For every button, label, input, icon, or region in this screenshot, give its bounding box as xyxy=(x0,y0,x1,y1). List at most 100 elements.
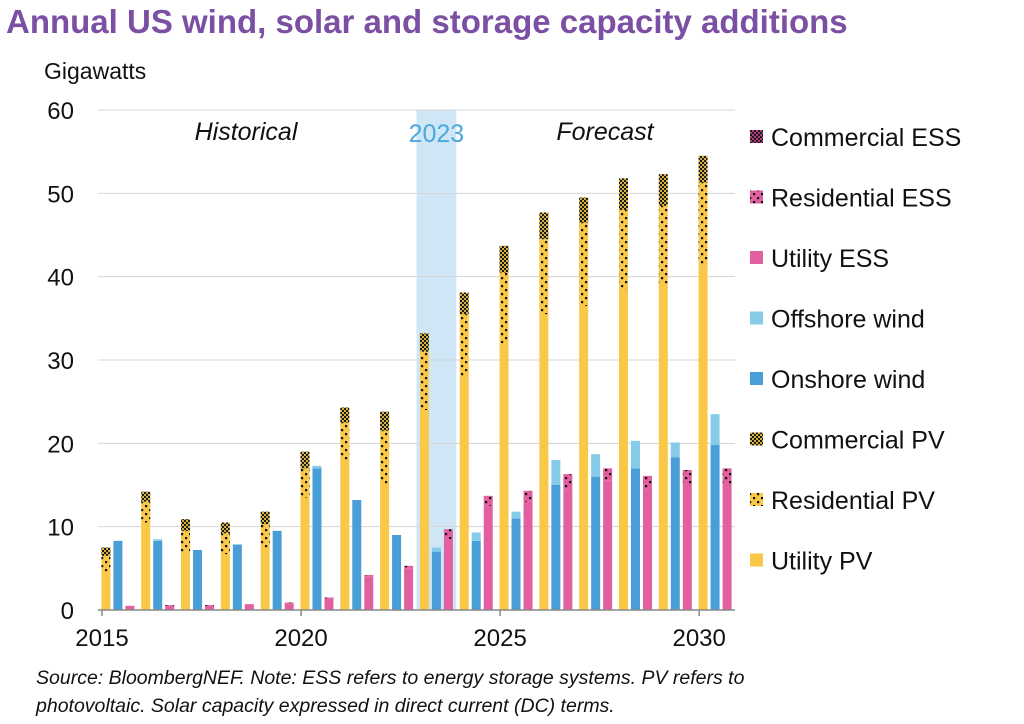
bar-utility-pv-2029 xyxy=(658,285,668,610)
legend-label-commercial-ess: Commercial ESS xyxy=(771,124,961,152)
bar-residential-pv-2017 xyxy=(181,530,191,552)
region-label-highlight: 2023 xyxy=(409,120,465,148)
legend-swatch-commercial-ess xyxy=(750,130,763,143)
bar-residential-pv-2027 xyxy=(579,222,589,306)
bar-residential-pv-2020 xyxy=(300,468,310,498)
bar-utility-ess-2021 xyxy=(364,576,374,610)
bar-onshore-wind-2019 xyxy=(272,530,282,610)
bar-utility-pv-2017 xyxy=(181,551,191,610)
bar-offshore-wind-2026 xyxy=(551,460,561,485)
bar-residential-ess-2021 xyxy=(364,575,374,577)
y-tick-label-40: 40 xyxy=(47,265,74,292)
legend-label-utility-ess: Utility ESS xyxy=(771,245,889,273)
legend-swatch-utility-pv xyxy=(750,553,763,567)
bar-onshore-wind-2029 xyxy=(670,457,680,610)
bar-commercial-pv-2024 xyxy=(459,292,469,315)
bar-onshore-wind-2015 xyxy=(113,540,123,610)
x-tick-label-2025: 2025 xyxy=(473,625,526,652)
legend-label-residential-ess: Residential ESS xyxy=(771,185,952,213)
bar-onshore-wind-2028 xyxy=(630,468,640,610)
bar-utility-ess-2015 xyxy=(125,605,135,610)
bar-utility-ess-2024 xyxy=(483,505,493,610)
bar-utility-pv-2025 xyxy=(499,343,509,610)
bar-utility-pv-2022 xyxy=(380,485,390,610)
bar-residential-pv-2016 xyxy=(141,501,151,523)
legend-swatch-commercial-pv xyxy=(750,432,763,446)
bar-offshore-wind-2023 xyxy=(431,547,441,552)
bar-utility-ess-2029 xyxy=(682,485,692,610)
bar-residential-ess-2022 xyxy=(404,565,414,569)
bar-offshore-wind-2024 xyxy=(471,532,481,541)
bar-residential-pv-2015 xyxy=(101,555,111,573)
bar-utility-ess-2026 xyxy=(563,489,573,610)
bar-onshore-wind-2027 xyxy=(591,476,601,610)
bar-utility-pv-2023 xyxy=(419,410,429,610)
bar-residential-ess-2027 xyxy=(603,468,613,481)
bar-utility-pv-2028 xyxy=(618,289,628,610)
legend-label-utility-pv: Utility PV xyxy=(771,548,873,576)
bar-commercial-pv-2015 xyxy=(101,547,111,556)
bar-utility-pv-2020 xyxy=(300,497,310,610)
bar-utility-ess-2025 xyxy=(523,501,533,610)
x-tick-label-2030: 2030 xyxy=(672,625,725,652)
source-note-line-2: photovoltaic. Solar capacity expressed i… xyxy=(35,695,615,717)
bar-residential-pv-2025 xyxy=(499,272,509,344)
bar-offshore-wind-2020 xyxy=(312,465,322,469)
region-label-historical: Historical xyxy=(195,118,299,146)
bar-utility-ess-2016 xyxy=(165,605,175,610)
y-tick-label-50: 50 xyxy=(47,181,74,208)
bar-onshore-wind-2023 xyxy=(431,551,441,610)
legend-swatch-onshore-wind xyxy=(750,372,763,385)
legend-swatch-utility-ess xyxy=(750,251,763,264)
bar-commercial-pv-2030 xyxy=(698,155,708,183)
bar-onshore-wind-2018 xyxy=(232,545,242,610)
bar-residential-ess-2018 xyxy=(244,604,254,605)
bar-offshore-wind-2016 xyxy=(153,539,163,541)
bar-commercial-pv-2027 xyxy=(579,197,589,223)
bar-residential-pv-2029 xyxy=(658,205,668,285)
bar-utility-pv-2024 xyxy=(459,376,469,610)
x-tick-label-2015: 2015 xyxy=(75,625,128,652)
bar-residential-pv-2026 xyxy=(539,239,549,315)
bar-offshore-wind-2025 xyxy=(511,511,521,519)
region-label-forecast: Forecast xyxy=(556,118,654,146)
bar-commercial-pv-2017 xyxy=(181,519,191,531)
bar-commercial-pv-2026 xyxy=(539,212,549,240)
bar-commercial-pv-2018 xyxy=(220,522,230,534)
bar-residential-pv-2021 xyxy=(340,422,350,460)
bar-commercial-pv-2021 xyxy=(340,407,350,423)
bar-residential-pv-2022 xyxy=(380,430,390,485)
bar-residential-pv-2018 xyxy=(220,533,230,555)
bar-offshore-wind-2028 xyxy=(630,440,640,469)
bar-onshore-wind-2021 xyxy=(352,500,362,610)
x-tick-label-2020: 2020 xyxy=(274,625,327,652)
legend-swatch-residential-pv xyxy=(750,493,763,506)
legend-label-residential-pv: Residential PV xyxy=(771,487,935,515)
bar-residential-ess-2016 xyxy=(165,605,175,606)
bar-utility-ess-2028 xyxy=(642,489,652,610)
bar-commercial-pv-2022 xyxy=(380,411,390,431)
y-tick-label-10: 10 xyxy=(47,515,74,542)
bar-offshore-wind-2027 xyxy=(591,454,601,477)
bar-utility-pv-2026 xyxy=(539,314,549,610)
bar-residential-ess-2020 xyxy=(324,597,334,599)
bar-commercial-pv-2016 xyxy=(141,491,151,502)
bar-utility-pv-2016 xyxy=(141,522,151,610)
bar-onshore-wind-2017 xyxy=(193,550,203,610)
bar-residential-ess-2019 xyxy=(284,602,294,604)
bar-residential-ess-2029 xyxy=(682,470,692,485)
bar-onshore-wind-2020 xyxy=(312,468,322,610)
y-tick-label-60: 60 xyxy=(47,98,74,125)
bar-utility-pv-2015 xyxy=(101,572,111,610)
bar-utility-ess-2019 xyxy=(284,603,294,610)
bar-residential-ess-2023 xyxy=(443,529,453,540)
legend-label-offshore-wind: Offshore wind xyxy=(771,306,925,334)
bar-residential-ess-2025 xyxy=(523,490,533,502)
bar-utility-ess-2027 xyxy=(603,480,613,610)
bar-commercial-pv-2020 xyxy=(300,451,310,469)
bar-residential-ess-2017 xyxy=(205,605,215,606)
bar-commercial-pv-2028 xyxy=(618,178,628,210)
y-tick-label-20: 20 xyxy=(47,431,74,458)
bar-utility-ess-2018 xyxy=(244,605,254,610)
